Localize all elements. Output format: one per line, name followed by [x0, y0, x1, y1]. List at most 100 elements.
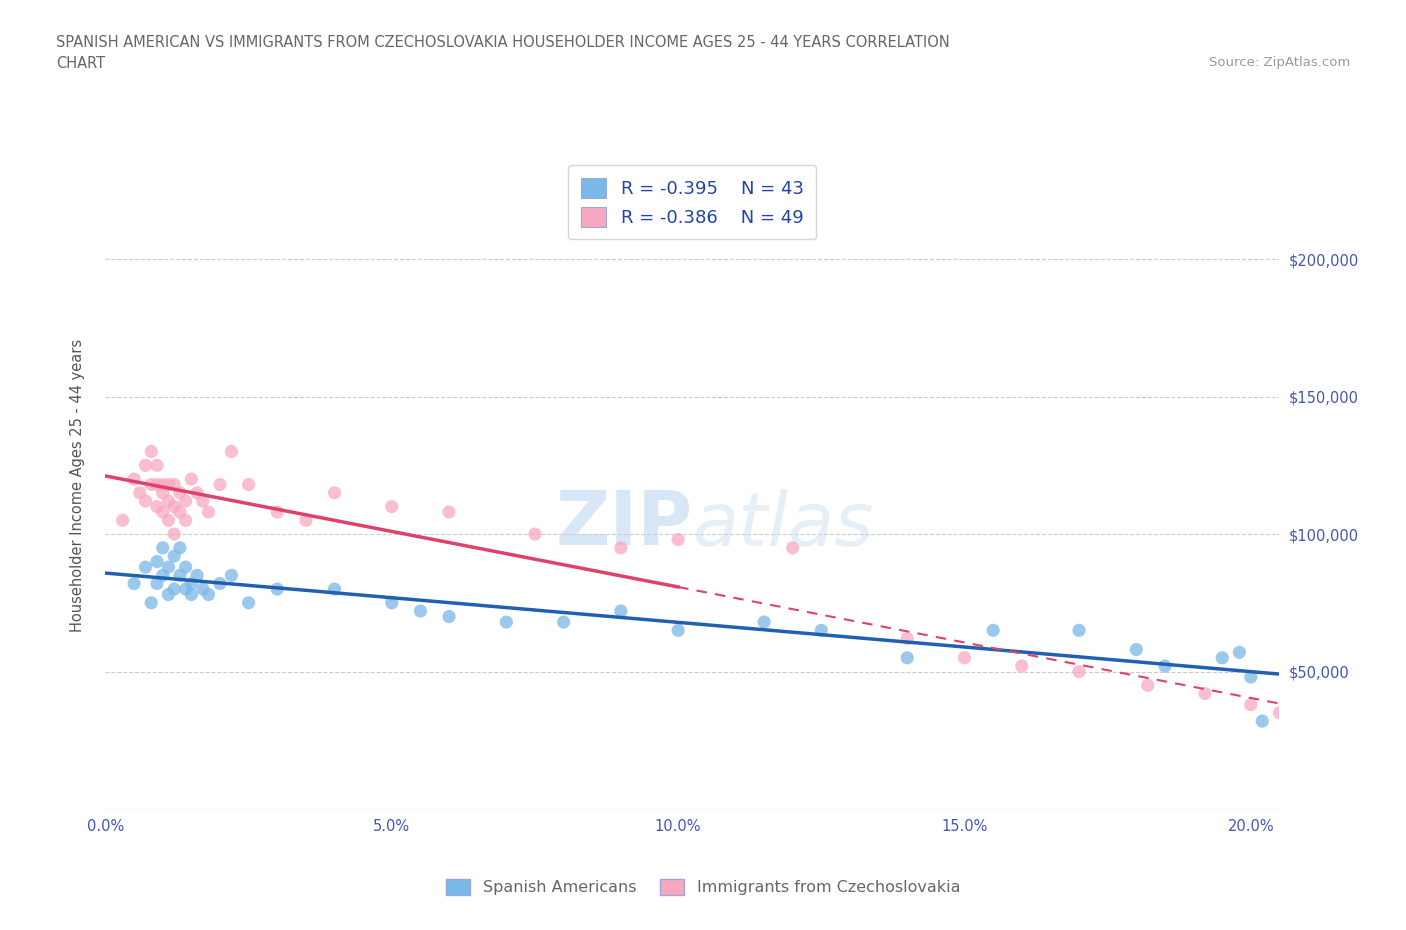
Point: [191, 581, 214, 596]
Text: CHART: CHART: [56, 56, 105, 71]
Point: [1154, 658, 1177, 673]
Point: [981, 623, 1004, 638]
Point: [146, 554, 169, 569]
Point: [157, 477, 180, 492]
Point: [152, 568, 174, 583]
Point: [1240, 698, 1263, 712]
Point: [163, 581, 186, 596]
Point: [323, 581, 346, 596]
Point: [495, 615, 517, 630]
Point: [174, 581, 197, 596]
Point: [666, 532, 689, 547]
Point: [381, 595, 404, 610]
Point: [157, 560, 180, 575]
Point: [896, 650, 918, 665]
Point: [208, 576, 231, 591]
Point: [135, 494, 157, 509]
Point: [782, 540, 804, 555]
Point: [1011, 658, 1033, 673]
Point: [163, 526, 186, 541]
Point: [238, 595, 260, 610]
Point: [1067, 664, 1090, 679]
Point: [141, 445, 163, 459]
Point: [666, 623, 689, 638]
Point: [1251, 713, 1274, 728]
Point: [146, 576, 169, 591]
Point: [1279, 713, 1302, 728]
Text: atlas: atlas: [692, 488, 875, 561]
Point: [146, 499, 169, 514]
Point: [1240, 670, 1263, 684]
Y-axis label: Householder Income Ages 25 - 44 years: Householder Income Ages 25 - 44 years: [70, 339, 84, 632]
Point: [437, 609, 460, 624]
Point: [169, 485, 191, 500]
Point: [1268, 705, 1291, 720]
Point: [141, 477, 163, 492]
Point: [191, 494, 214, 509]
Point: [163, 549, 186, 564]
Point: [197, 587, 219, 602]
Point: [157, 512, 180, 527]
Point: [437, 505, 460, 520]
Point: [610, 604, 633, 618]
Point: [752, 615, 775, 630]
Text: Source: ZipAtlas.com: Source: ZipAtlas.com: [1209, 56, 1350, 69]
Point: [180, 472, 202, 486]
Point: [221, 568, 243, 583]
Text: ZIP: ZIP: [555, 488, 692, 561]
Point: [1296, 724, 1319, 739]
Point: [169, 505, 191, 520]
Point: [1211, 650, 1233, 665]
Point: [163, 499, 186, 514]
Point: [152, 477, 174, 492]
Point: [152, 540, 174, 555]
Point: [169, 540, 191, 555]
Point: [152, 505, 174, 520]
Point: [186, 485, 208, 500]
Point: [135, 458, 157, 472]
Point: [111, 512, 134, 527]
Point: [135, 560, 157, 575]
Legend: R = -0.395    N = 43, R = -0.386    N = 49: R = -0.395 N = 43, R = -0.386 N = 49: [568, 166, 817, 239]
Point: [146, 477, 169, 492]
Point: [221, 445, 243, 459]
Point: [266, 505, 288, 520]
Point: [1227, 644, 1250, 659]
Point: [381, 499, 404, 514]
Point: [523, 526, 546, 541]
Point: [197, 505, 219, 520]
Point: [174, 512, 197, 527]
Point: [174, 494, 197, 509]
Point: [157, 587, 180, 602]
Point: [1067, 623, 1090, 638]
Point: [157, 494, 180, 509]
Point: [953, 650, 976, 665]
Point: [128, 485, 150, 500]
Text: SPANISH AMERICAN VS IMMIGRANTS FROM CZECHOSLOVAKIA HOUSEHOLDER INCOME AGES 25 - : SPANISH AMERICAN VS IMMIGRANTS FROM CZEC…: [56, 35, 950, 50]
Point: [1125, 642, 1147, 657]
Point: [323, 485, 346, 500]
Point: [266, 581, 288, 596]
Point: [146, 458, 169, 472]
Point: [295, 512, 318, 527]
Legend: Spanish Americans, Immigrants from Czechoslovakia: Spanish Americans, Immigrants from Czech…: [440, 872, 966, 901]
Point: [122, 576, 145, 591]
Point: [553, 615, 575, 630]
Point: [152, 485, 174, 500]
Point: [163, 477, 186, 492]
Point: [141, 595, 163, 610]
Point: [180, 576, 202, 591]
Point: [1136, 678, 1159, 693]
Point: [896, 631, 918, 646]
Point: [1194, 686, 1216, 701]
Point: [169, 568, 191, 583]
Point: [409, 604, 432, 618]
Point: [122, 472, 145, 486]
Point: [180, 587, 202, 602]
Point: [208, 477, 231, 492]
Point: [174, 560, 197, 575]
Point: [238, 477, 260, 492]
Point: [810, 623, 832, 638]
Point: [610, 540, 633, 555]
Point: [186, 568, 208, 583]
